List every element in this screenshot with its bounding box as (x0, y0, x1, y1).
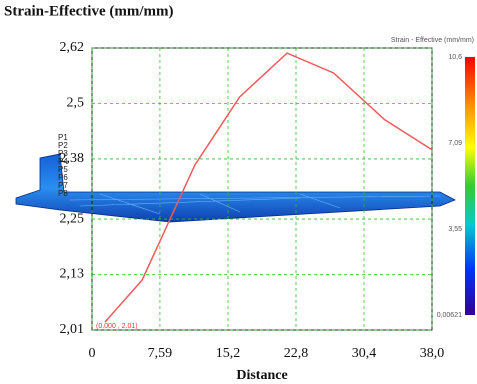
chart-title: Strain-Effective (mm/mm) (4, 3, 174, 19)
y-tick-label: 2,13 (60, 267, 85, 282)
y-tick-label: 2,62 (60, 40, 85, 55)
colorbar (465, 57, 475, 315)
colorbar-label: 10,6 (448, 54, 462, 61)
x-tick-label: 22,8 (284, 346, 309, 361)
annotation: (0.000 , 2.01) (96, 323, 138, 330)
x-tick-label: 7,59 (148, 346, 173, 361)
x-tick-label: 30,4 (352, 346, 377, 361)
colorbar-label: 0,00621 (437, 312, 462, 319)
colorbar-label: 3,55 (448, 226, 462, 233)
y-tick-label: 2,01 (60, 322, 85, 337)
chart: Strain-Effective (mm/mm) Distance Strain… (0, 0, 477, 384)
y-tick-label: 2,5 (67, 96, 85, 111)
y-tick-label: 2,25 (60, 211, 85, 226)
x-axis-label: Distance (236, 368, 287, 383)
colorbar-title: Strain - Effective (mm/mm) (391, 37, 474, 44)
colorbar-label: 7,09 (448, 140, 462, 147)
x-tick-label: 0 (89, 346, 96, 361)
plot-frame (92, 48, 432, 330)
data-line (105, 53, 432, 322)
x-tick-label: 38,0 (420, 346, 445, 361)
point-label: P8 (58, 189, 68, 198)
x-tick-label: 15,2 (216, 346, 241, 361)
